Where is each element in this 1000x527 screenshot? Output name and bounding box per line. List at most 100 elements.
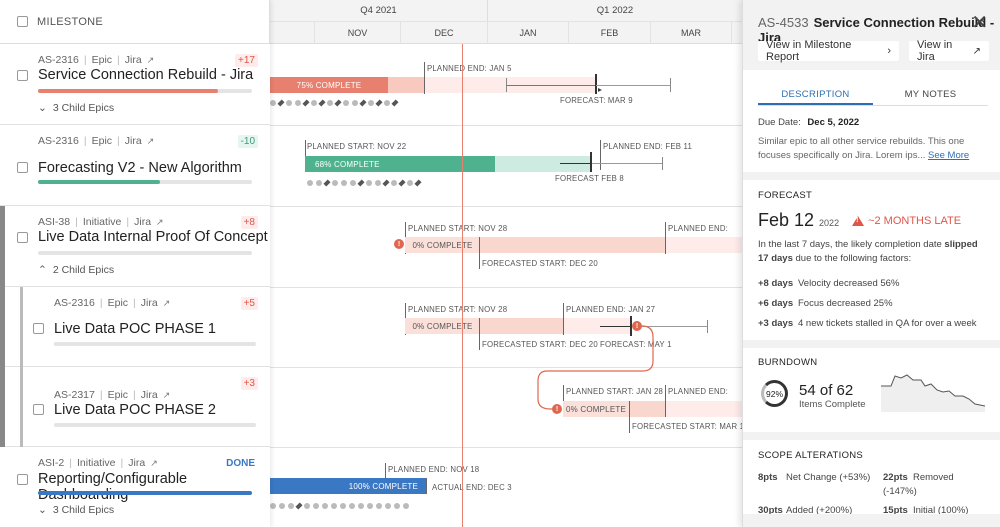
milestone-row[interactable]: AS-2316 | Epic | Jira ↗ +17 Service Connect… [0, 44, 270, 125]
row-checkbox[interactable] [17, 70, 28, 81]
external-link-icon[interactable]: ↗ [162, 389, 171, 400]
tab-my-notes[interactable]: MY NOTES [904, 89, 957, 100]
milestone-name[interactable]: Live Data Internal Proof Of Concept [38, 229, 268, 245]
milestone-row[interactable]: ASI-38 | Initiative | Jira ↗ +8 Live Data I… [0, 206, 270, 287]
row-meta: ASI-2 | Initiative | Jira ↗ [38, 457, 158, 469]
issue-source[interactable]: Jira [134, 216, 152, 228]
tab-description[interactable]: DESCRIPTION [758, 84, 873, 105]
planned-end-label: PLANNED END: [668, 224, 729, 233]
arrow-icon: ▸ [598, 85, 603, 94]
progress-bar [38, 491, 252, 495]
slip-summary: In the last 7 days, the likely completio… [758, 239, 978, 264]
external-link-icon[interactable]: ↗ [156, 216, 164, 227]
warning-icon[interactable]: ! [394, 239, 404, 249]
forecast-label: FORECAST: MAR 9 [560, 96, 633, 105]
panel-title: AS-4533 Service Connection Rebuild - Jira [758, 15, 1000, 45]
forecast-date: Feb 12 2022 ! ~2 MONTHS LATE [758, 210, 962, 230]
month-header: JAN [488, 22, 569, 44]
forecast-label: FORECAST: MAY 1 [600, 340, 672, 349]
burndown-title: BURNDOWN [758, 357, 818, 368]
milestone-row[interactable]: AS-2316 | Epic | Jira ↗ +5 Live Data POC PH… [0, 287, 270, 367]
today-marker [462, 44, 463, 527]
external-link-icon[interactable]: ↗ [146, 135, 155, 146]
progress-bar-segment[interactable]: 68% COMPLETE [305, 156, 495, 172]
panel-issue-key[interactable]: AS-4533 [758, 15, 809, 30]
issue-key[interactable]: AS-2316 [38, 54, 79, 66]
issue-key[interactable]: AS-2316 [38, 135, 79, 147]
select-all-checkbox[interactable] [17, 16, 28, 27]
external-link-icon[interactable]: ↗ [162, 297, 171, 308]
forecast-segment [629, 401, 665, 417]
hierarchy-indicator [0, 206, 5, 447]
remaining-segment [495, 156, 590, 172]
planned-start-label: PLANNED START: NOV 28 [408, 305, 508, 314]
issue-key[interactable]: ASI-2 [38, 457, 65, 469]
milestone-name[interactable]: Live Data POC PHASE 1 [54, 321, 216, 337]
view-in-jira-button[interactable]: View in Jira ↗ [909, 39, 989, 63]
chevron-down-icon: ⌄ [38, 504, 47, 516]
progress-bar-segment[interactable]: 0% COMPLETE [405, 318, 480, 334]
milestone-row[interactable]: ASI-2 | Initiative | Jira ↗ DONE Reporting/… [0, 447, 270, 527]
issue-key[interactable]: ASI-38 [38, 216, 71, 228]
month-header: DEC [401, 22, 488, 44]
external-link-icon[interactable]: ↗ [146, 54, 155, 65]
progress-bar-segment[interactable]: 100% COMPLETE [270, 478, 426, 494]
forecast-segment [665, 401, 742, 417]
issue-source[interactable]: Jira [140, 297, 158, 309]
dependency-connector [537, 325, 654, 410]
chevron-up-icon: ⌃ [38, 264, 47, 276]
progress-bar-segment[interactable]: 0% COMPLETE [405, 237, 480, 253]
panel-tabs: DESCRIPTION MY NOTES [758, 84, 988, 106]
external-link-icon[interactable]: ↗ [150, 457, 158, 468]
delta-badge: +5 [240, 297, 258, 310]
forecast-title: FORECAST [758, 190, 813, 201]
milestone-row[interactable]: AS-2316 | Epic | Jira ↗ -10 Forecasting V2 … [0, 125, 270, 206]
forecast-segment [480, 318, 564, 334]
factor-item: +8 days Velocity decreased 56% [758, 278, 900, 289]
milestone-name[interactable]: Forecasting V2 - New Algorithm [38, 160, 242, 176]
child-epics-toggle[interactable]: ⌄ 3 Child Epics [38, 102, 115, 114]
milestone-name[interactable]: Reporting/Configurable Dashboarding [38, 471, 188, 503]
issue-source[interactable]: Jira [124, 135, 142, 147]
warning-icon[interactable]: ! [632, 321, 642, 331]
child-epics-toggle[interactable]: ⌄ 3 Child Epics [38, 504, 115, 516]
row-checkbox[interactable] [17, 232, 28, 243]
planned-start-label: PLANNED START: NOV 28 [408, 224, 508, 233]
close-icon[interactable]: ✕ [971, 12, 988, 34]
warning-icon[interactable]: ! [552, 404, 562, 414]
issue-source[interactable]: Jira [140, 389, 158, 401]
issue-key[interactable]: AS-2316 [54, 297, 95, 309]
delta-badge: +8 [240, 216, 258, 229]
issue-type: Epic [91, 54, 113, 66]
planned-end-label: PLANNED END: NOV 18 [388, 465, 480, 474]
forecasted-start-label: FORECASTED START: DEC 20 [482, 259, 598, 268]
month-header [270, 22, 315, 44]
burndown-sparkline [881, 374, 986, 412]
issue-source[interactable]: Jira [124, 54, 142, 66]
issue-key[interactable]: AS-2317 [54, 389, 95, 401]
row-checkbox[interactable] [33, 323, 44, 334]
activity-dots [270, 99, 399, 107]
row-meta: AS-2316 | Epic | Jira ↗ [38, 54, 155, 66]
scope-grid: 8pts Net Change (+53%) 22pts Removed (-147… [758, 471, 990, 518]
milestone-name[interactable]: Live Data POC PHASE 2 [54, 402, 216, 418]
milestone-row[interactable]: AS-2317 | Epic | Jira ↗ +3 Live Data POC PH… [0, 367, 270, 447]
view-in-milestone-report-button[interactable]: View in Milestone Report › [758, 39, 899, 63]
due-date: Due Date: Dec 5, 2022 [758, 117, 860, 128]
milestone-column-title: MILESTONE [37, 15, 104, 28]
row-checkbox[interactable] [17, 474, 28, 485]
milestone-name[interactable]: Service Connection Rebuild - Jira [38, 67, 254, 83]
forecast-segment [665, 237, 742, 253]
row-checkbox[interactable] [33, 404, 44, 415]
progress-bar [38, 89, 252, 93]
issue-source[interactable]: Jira [128, 457, 146, 469]
issue-type: Epic [107, 297, 129, 309]
row-checkbox[interactable] [17, 162, 28, 173]
progress-bar [54, 342, 256, 346]
progress-bar [38, 180, 252, 184]
child-epics-toggle[interactable]: ⌃ 2 Child Epics [38, 264, 115, 276]
see-more-link[interactable]: See More [928, 150, 970, 161]
progress-bar-segment[interactable]: 0% COMPLETE [563, 401, 629, 417]
factor-item: +6 days Focus decreased 25% [758, 298, 893, 309]
progress-bar-segment[interactable]: 75% COMPLETE [270, 77, 388, 93]
